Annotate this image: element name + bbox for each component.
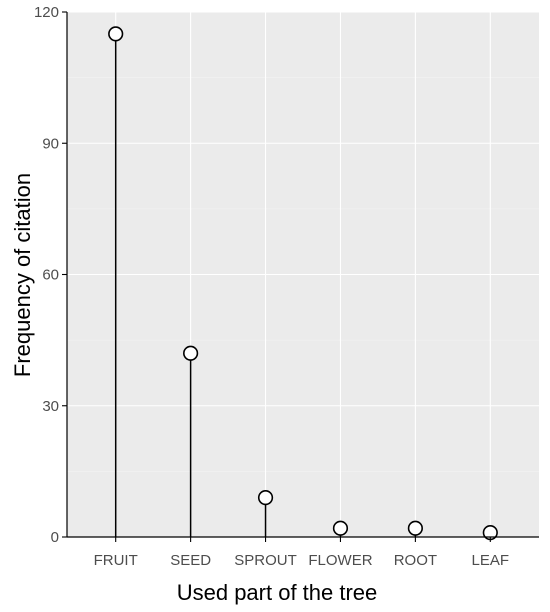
y-tick-label: 90 <box>42 135 59 152</box>
axis-ticks-layer: 0 30 60 90 120 FRUIT SEED SPROUT FLOWER ROOT LEAF <box>34 4 509 569</box>
lollipop-point-sprout <box>257 490 274 506</box>
y-tick-label: 0 <box>51 529 59 546</box>
lollipop-point-root <box>407 520 423 536</box>
y-tick-label: 60 <box>42 267 59 284</box>
x-tick-label-root: ROOT <box>394 552 437 569</box>
y-tick-label: 30 <box>42 398 59 415</box>
x-tick-label-sprout: SPROUT <box>234 552 297 569</box>
lollipop-point-fruit <box>108 26 124 42</box>
y-tick-label: 120 <box>34 4 59 21</box>
x-tick-label-seed: SEED <box>170 552 211 569</box>
marks-layer <box>108 26 498 541</box>
lollipop-point-flower <box>332 520 349 536</box>
x-tick-label-flower: FLOWER <box>308 552 372 569</box>
x-tick-label-leaf: LEAF <box>472 552 510 569</box>
x-axis-title: Used part of the tree <box>177 580 378 605</box>
y-axis-title: Frequency of citation <box>10 173 35 377</box>
x-tick-label-fruit: FRUIT <box>94 552 138 569</box>
lollipop-point-seed <box>183 345 199 361</box>
